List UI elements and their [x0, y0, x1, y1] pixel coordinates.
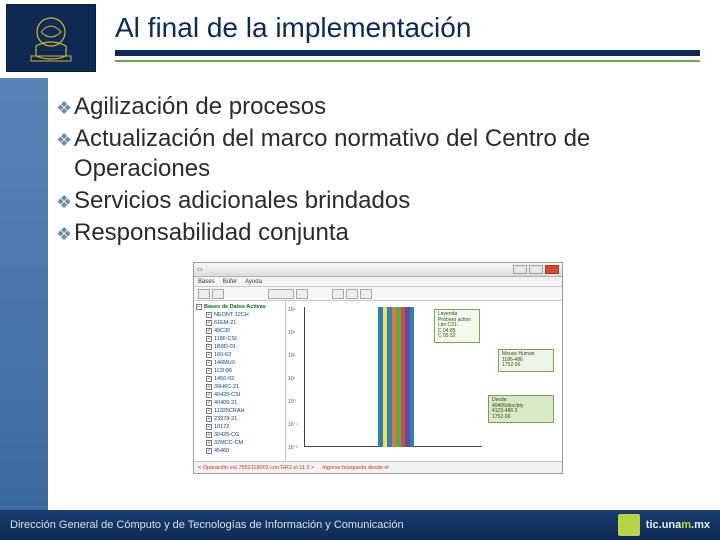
tree-node[interactable]: +1186-CSI: [196, 335, 283, 343]
expand-icon[interactable]: +: [206, 312, 212, 318]
close-icon[interactable]: [545, 265, 559, 274]
expand-icon[interactable]: +: [206, 408, 212, 414]
diamond-bullet-icon: ❖: [56, 218, 74, 246]
expand-icon[interactable]: +: [206, 440, 212, 446]
y-axis-tick: 10⁻²: [288, 445, 298, 451]
tree-root-label: Bases de Datos Activas: [204, 304, 266, 310]
tree-node[interactable]: +11325CRAH: [196, 407, 283, 415]
expand-icon[interactable]: +: [206, 392, 212, 398]
tree-node[interactable]: +61EM-21: [196, 319, 283, 327]
tree-node[interactable]: +160-63: [196, 351, 283, 359]
ss-titlebar: ▭: [194, 263, 562, 277]
ss-window-buttons: [513, 265, 559, 274]
tree-node[interactable]: +23978-21: [196, 415, 283, 423]
bullet-item: ❖Agilización de procesos: [56, 92, 700, 122]
expand-icon[interactable]: +: [206, 336, 212, 342]
ss-title-text: ▭: [197, 266, 203, 273]
tree-node[interactable]: +NEONT 12CH: [196, 311, 283, 319]
maximize-icon[interactable]: [529, 265, 543, 274]
expand-icon[interactable]: +: [206, 360, 212, 366]
ss-menubar: Bases Búfer Ayuda: [194, 277, 562, 287]
bullet-item: ❖Servicios adicionales brindados: [56, 186, 700, 216]
embedded-screenshot: ▭ Bases Búfer Ayuda −Bases de Datos Activa…: [193, 262, 563, 474]
chart-callout: Desde:40405/doc/pty4123-486 31752-96: [488, 395, 554, 423]
minimize-icon[interactable]: [513, 265, 527, 274]
footer-text: Dirección General de Cómputo y de Tecnol…: [10, 519, 404, 531]
tree-node[interactable]: +40C30: [196, 327, 283, 335]
expand-icon[interactable]: +: [206, 320, 212, 326]
bullet-text: Responsabilidad conjunta: [74, 218, 700, 248]
bullet-item: ❖Actualización del marco normativo del C…: [56, 124, 700, 184]
ss-tree-panel: −Bases de Datos Activas+NEONT 12CH+61EM-…: [194, 301, 286, 461]
ss-status-right: Ingrese búsqueda desde el: [322, 465, 388, 471]
tree-node[interactable]: +40425-CSI: [196, 391, 283, 399]
y-axis-tick: 10¹: [288, 376, 295, 382]
ss-graph-panel: 10⁴ 10³ 10² 10¹ 10⁰ 10⁻¹ 10⁻² LeyendaProceso a…: [286, 301, 562, 461]
collapse-icon[interactable]: −: [196, 304, 202, 310]
expand-icon[interactable]: +: [206, 352, 212, 358]
ss-toolbar: [194, 287, 562, 301]
ss-menu-item[interactable]: Bases: [198, 279, 215, 285]
bullet-text: Agilización de procesos: [74, 92, 700, 122]
chart-stripe: [410, 307, 415, 447]
unam-logo: [6, 4, 96, 72]
expand-icon[interactable]: +: [206, 432, 212, 438]
left-accent-bar: [0, 78, 48, 510]
footer-brand: tic.unam.mx: [618, 514, 710, 536]
diamond-bullet-icon: ❖: [56, 186, 74, 214]
y-axis-tick: 10²: [288, 353, 295, 359]
expand-icon[interactable]: +: [206, 424, 212, 430]
page-title: Al final de la implementación: [115, 8, 700, 54]
y-axis-tick: 10³: [288, 330, 295, 336]
expand-icon[interactable]: +: [206, 368, 212, 374]
tic-logo-icon: [618, 514, 640, 536]
expand-icon[interactable]: +: [206, 384, 212, 390]
tree-node[interactable]: +1C8-86: [196, 367, 283, 375]
ss-status-left: < Operación vía 7552118003 con GR2 el 11…: [198, 465, 314, 471]
ss-menu-item[interactable]: Búfer: [223, 279, 237, 285]
ss-menu-item[interactable]: Ayuda: [245, 279, 262, 285]
tree-node[interactable]: +1456-02: [196, 375, 283, 383]
y-axis-tick: 10⁴: [288, 307, 296, 313]
chart-callout: LeyendaProceso activoLim C31:C 04:85C 05…: [434, 309, 480, 343]
tree-node[interactable]: +1B8D-01: [196, 343, 283, 351]
expand-icon[interactable]: +: [206, 328, 212, 334]
y-axis-tick: 10⁻¹: [288, 422, 298, 428]
title-underline: [115, 50, 700, 56]
y-axis-tick: 10⁰: [288, 399, 296, 405]
expand-icon[interactable]: +: [206, 400, 212, 406]
bullet-text: Servicios adicionales brindados: [74, 186, 700, 216]
expand-icon[interactable]: +: [206, 344, 212, 350]
chart-callout: Mouse Human1186-4861752-96: [498, 349, 554, 372]
bullet-text: Actualización del marco normativo del Ce…: [74, 124, 700, 184]
content-area: ❖Agilización de procesos❖Actualización d…: [56, 90, 700, 474]
tree-node[interactable]: +45460: [196, 447, 283, 455]
diamond-bullet-icon: ❖: [56, 92, 74, 120]
tree-node[interactable]: +32MCC-CM: [196, 439, 283, 447]
expand-icon[interactable]: +: [206, 448, 212, 454]
tree-node[interactable]: +10172: [196, 423, 283, 431]
expand-icon[interactable]: +: [206, 416, 212, 422]
title-accent: [115, 60, 700, 62]
tree-node[interactable]: +40405-21: [196, 399, 283, 407]
tree-node[interactable]: +39H6C-21: [196, 383, 283, 391]
bullet-item: ❖Responsabilidad conjunta: [56, 218, 700, 248]
ss-statusbar: < Operación vía 7552118003 con GR2 el 11…: [194, 461, 562, 473]
footer: Dirección General de Cómputo y de Tecnol…: [0, 510, 720, 540]
expand-icon[interactable]: +: [206, 376, 212, 382]
diamond-bullet-icon: ❖: [56, 124, 74, 152]
tree-node[interactable]: +146MUX: [196, 359, 283, 367]
tree-node[interactable]: +30425-CG: [196, 431, 283, 439]
